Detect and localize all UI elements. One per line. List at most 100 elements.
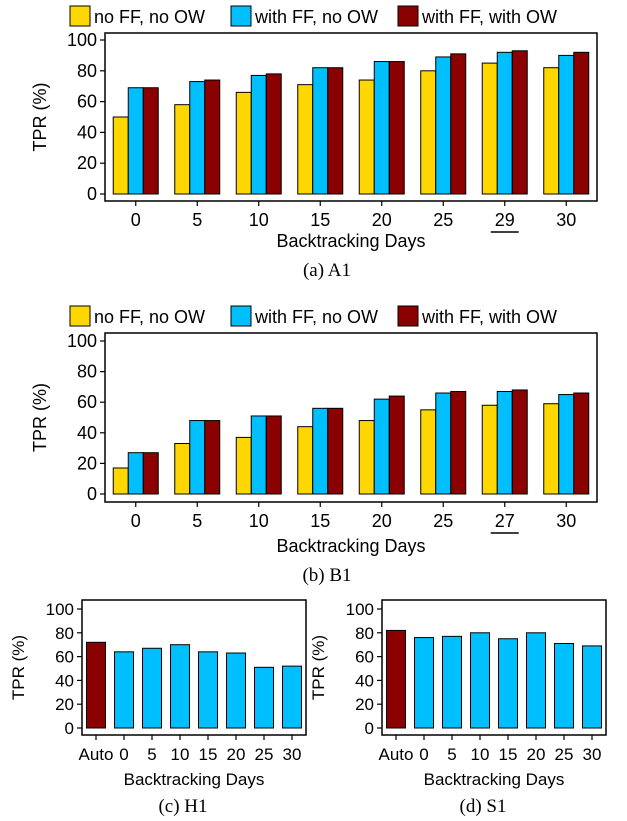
bar [450, 390, 467, 495]
bar [265, 415, 282, 495]
bar [86, 641, 106, 729]
caption-b: (b) B1 [302, 565, 351, 586]
y-tick-label: 60 [77, 392, 97, 412]
x-tick-label: 30 [556, 511, 576, 531]
x-axis-label: Backtracking Days [424, 770, 565, 789]
x-tick-label: 5 [192, 511, 202, 531]
bar [373, 398, 390, 495]
legend-a: no FF, no OW with FF, no OW with FF, with … [69, 5, 557, 27]
bar [254, 666, 274, 729]
legend-label: with FF, with OW [421, 7, 557, 27]
x-tick-label: 15 [310, 210, 330, 230]
x-tick-label: 10 [471, 745, 490, 764]
x-tick-label: 30 [583, 745, 602, 764]
legend-swatch [397, 5, 419, 27]
bar [235, 91, 252, 195]
x-tick-label: 30 [556, 210, 576, 230]
bar [388, 61, 405, 195]
bar [543, 67, 560, 195]
bar [312, 407, 329, 495]
bar [450, 53, 467, 195]
bar [312, 67, 329, 195]
legend-swatch [69, 305, 91, 327]
y-tick-label: 100 [46, 600, 74, 619]
bar [358, 420, 375, 495]
y-tick-label: 60 [55, 648, 74, 667]
bar [112, 116, 129, 195]
y-tick-label: 0 [65, 719, 74, 738]
x-tick-label: 0 [119, 745, 128, 764]
x-tick-label: 25 [555, 745, 574, 764]
bar [112, 467, 129, 495]
bar [573, 392, 590, 495]
bar [297, 84, 314, 195]
bar [543, 403, 560, 495]
plot-frame [104, 32, 598, 202]
bar [420, 409, 437, 495]
x-tick-label: 25 [433, 511, 453, 531]
bar [170, 644, 190, 729]
bar [327, 407, 344, 495]
y-axis-label: TPR (%) [9, 635, 28, 700]
legend-swatch [397, 305, 419, 327]
x-tick-label: 10 [249, 210, 269, 230]
bar [358, 79, 375, 195]
x-tick-label: 10 [171, 745, 190, 764]
x-tick-label: 20 [227, 745, 246, 764]
legend-swatch [230, 305, 252, 327]
legend-swatch [230, 5, 252, 27]
bar [373, 61, 390, 195]
legend-swatch [69, 5, 91, 27]
y-tick-label: 0 [87, 484, 97, 504]
x-tick-label: 0 [131, 210, 141, 230]
bar [558, 394, 575, 495]
y-tick-label: 20 [77, 153, 97, 173]
bar [386, 629, 406, 729]
bar [297, 426, 314, 495]
legend-label: with FF, no OW [254, 7, 378, 27]
bar [142, 647, 162, 729]
bar [420, 70, 437, 195]
legend-label: with FF, with OW [421, 307, 557, 327]
bar [235, 436, 252, 495]
bar [481, 62, 498, 195]
legend-label: no FF, no OW [94, 7, 205, 27]
x-tick-label: 5 [192, 210, 202, 230]
bar [174, 104, 191, 195]
x-tick-label: 25 [255, 745, 274, 764]
y-tick-label: 40 [77, 423, 97, 443]
caption-d: (d) S1 [460, 796, 507, 817]
bar [198, 651, 218, 729]
bar [470, 632, 490, 729]
x-tick-label: Auto [379, 745, 414, 764]
bar [204, 79, 221, 195]
bar [442, 635, 462, 729]
caption-c: (c) H1 [158, 796, 207, 817]
x-tick-label: 15 [310, 511, 330, 531]
x-tick-label: 30 [283, 745, 302, 764]
x-tick-label: 15 [199, 745, 218, 764]
bar [114, 651, 134, 729]
bar [558, 54, 575, 195]
y-tick-label: 100 [346, 600, 374, 619]
bar [498, 638, 518, 729]
y-tick-label: 60 [355, 648, 374, 667]
bar [142, 452, 159, 495]
x-tick-label: 0 [419, 745, 428, 764]
bar [226, 652, 246, 729]
y-tick-label: 100 [67, 331, 97, 351]
bar [204, 420, 221, 495]
bar [435, 56, 452, 195]
y-tick-label: 60 [77, 92, 97, 112]
bar [435, 392, 452, 495]
x-tick-label: Auto [79, 745, 114, 764]
bar [189, 420, 206, 495]
chart-panel-b1: 0 20 40 60 80 100 TPR (%) Backtracking Days 0 5 10… [30, 331, 598, 556]
bar [496, 51, 513, 195]
bar [250, 74, 267, 195]
bar [142, 87, 159, 195]
x-tick-label: 25 [433, 210, 453, 230]
caption-a: (a) A1 [303, 260, 351, 281]
